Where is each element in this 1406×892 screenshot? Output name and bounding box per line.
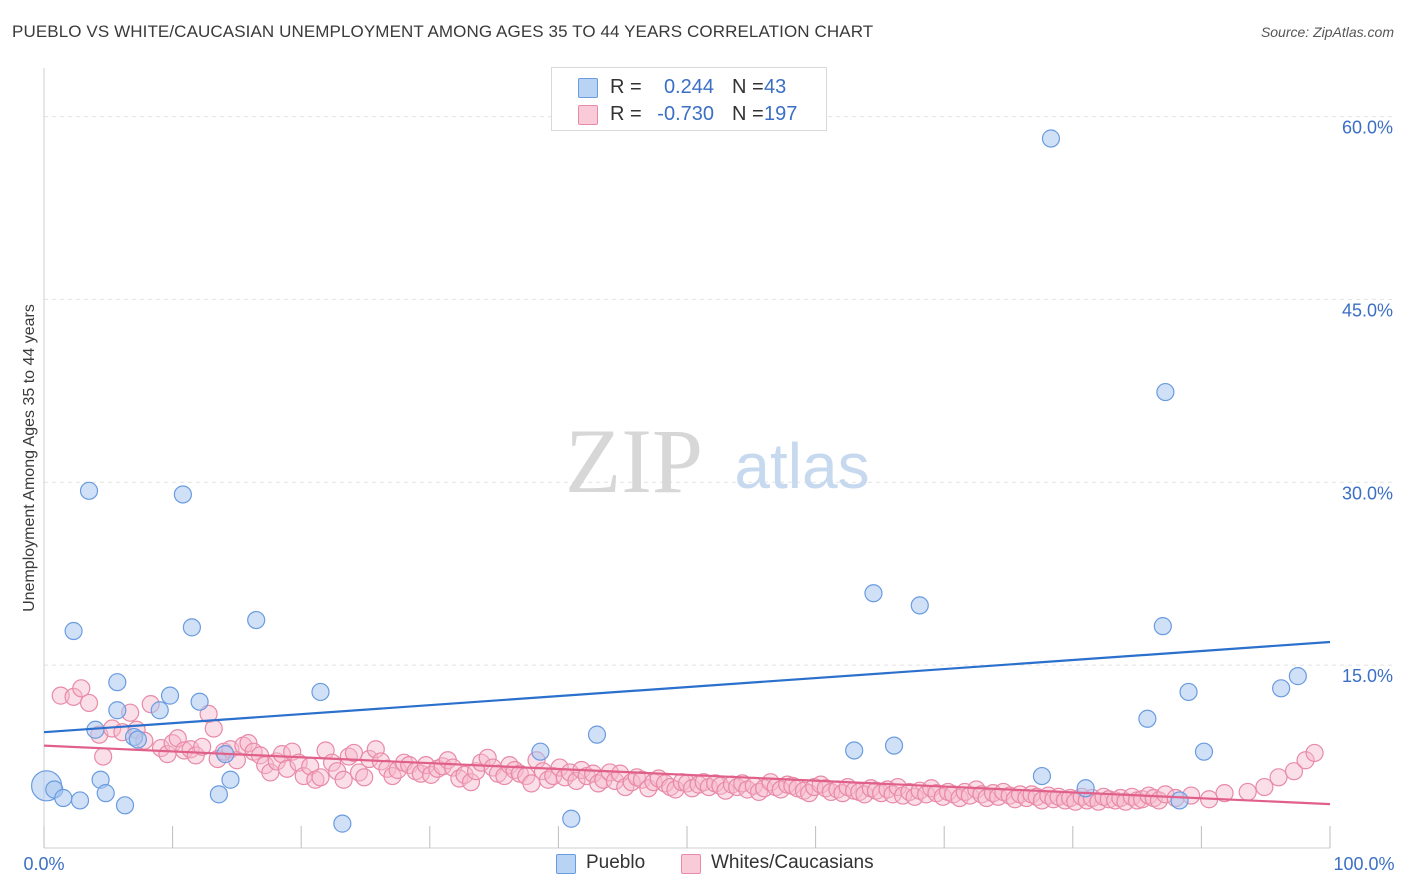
y-tick-label: 45.0% (1342, 300, 1393, 320)
watermark-atlas: atlas (734, 430, 869, 502)
white-point (888, 777, 908, 797)
pueblo-point (845, 741, 864, 760)
pueblo-point (587, 725, 607, 744)
white-point (344, 743, 364, 763)
white-swatch (681, 854, 701, 874)
x-tick-label: 100.0% (1333, 854, 1394, 874)
pueblo-point (884, 736, 904, 755)
source-label: Source: ZipAtlas.com (1260, 24, 1394, 40)
white-point (239, 734, 258, 753)
white-point (1284, 762, 1304, 781)
white-swatch (578, 105, 598, 125)
white-point (1215, 784, 1234, 803)
pueblo-point (108, 701, 127, 720)
pueblo-point (150, 701, 169, 720)
white-point (51, 686, 70, 705)
pueblo-swatch (578, 78, 598, 98)
pueblo-point (209, 785, 228, 804)
pueblo-point (1032, 766, 1052, 786)
pueblo-point (1179, 682, 1198, 702)
white-point (193, 737, 212, 756)
y-axis-label: Unemployment Among Ages 35 to 44 years (21, 304, 38, 612)
white-point (175, 741, 194, 760)
white-point (355, 768, 374, 787)
white-point (94, 747, 113, 766)
legend-label-pueblo: Pueblo (586, 852, 646, 873)
white-point (204, 719, 223, 738)
white-point (1269, 768, 1288, 787)
r-value: 0.244 (663, 76, 714, 98)
pueblo-point (64, 621, 83, 641)
axes-layer (43, 68, 1331, 849)
white-point (72, 679, 91, 698)
n-label: N = (732, 103, 764, 125)
series-legend: Pueblo Whites/Caucasians (0, 852, 1406, 876)
white-point (1305, 743, 1324, 763)
pueblo-point (910, 596, 929, 615)
pueblo-point (54, 788, 73, 808)
tick-labels: 15.0% 30.0% 45.0% 60.0% 0.0% 100.0% (23, 118, 1394, 874)
watermark: ZIP atlas (565, 410, 870, 512)
pueblo-point (182, 618, 201, 637)
white-point (79, 693, 99, 713)
pueblo-point (1156, 382, 1175, 402)
pueblo-point (311, 682, 330, 702)
r-label: R = (610, 103, 642, 125)
pueblo-point (1194, 742, 1214, 761)
pueblo-point (1041, 129, 1061, 148)
pueblo-point (190, 692, 209, 711)
pueblo-point (160, 686, 180, 705)
grid-layer (44, 116, 1395, 666)
white-point (1255, 777, 1274, 797)
n-value: 197 (764, 103, 798, 125)
r-value: -0.730 (657, 103, 714, 125)
pueblo-point (115, 796, 135, 815)
y-tick-label: 60.0% (1342, 118, 1393, 138)
white-trend-line (43, 744, 1331, 806)
pueblo-point (562, 809, 581, 828)
pueblo-point (221, 770, 240, 789)
legend-row-pueblo: R = 0.244 N = 43 (552, 74, 826, 102)
watermark-zip: ZIP (565, 410, 703, 512)
pueblo-point (108, 673, 127, 692)
pueblo-point (1288, 667, 1307, 686)
pueblo-point (1272, 679, 1291, 698)
pueblo-point (1170, 791, 1189, 810)
r-label: R = (610, 76, 642, 98)
pueblo-point (1138, 709, 1157, 728)
pueblo-point (128, 730, 147, 749)
n-value: 43 (764, 76, 787, 98)
white-point (349, 763, 369, 782)
x-tick-label: 0.0% (23, 854, 64, 874)
pueblo-point (333, 814, 352, 833)
white-point (277, 759, 297, 778)
pueblo-point (96, 784, 115, 803)
pueblo-point (1153, 617, 1172, 636)
pueblo-point (79, 481, 99, 500)
white-point (334, 770, 353, 789)
white-point (1238, 782, 1257, 802)
chart-title: PUEBLO VS WHITE/CAUCASIAN UNEMPLOYMENT A… (12, 22, 874, 41)
pueblo-point (864, 584, 883, 603)
white-point (311, 768, 330, 787)
pueblo-point (173, 485, 192, 504)
legend-row-white: R = -0.730 N = 197 (552, 101, 826, 129)
white-point (461, 773, 481, 792)
pueblo-point (247, 610, 266, 630)
white-point (550, 758, 569, 777)
legend-label-white: Whites/Caucasians (711, 852, 874, 873)
pueblo-swatch (556, 854, 576, 874)
pueblo-trend-line (43, 640, 1331, 734)
white-point (455, 765, 474, 784)
y-tick-label: 30.0% (1342, 483, 1393, 503)
white-point (567, 771, 586, 791)
series-whites-caucasians (51, 679, 1324, 811)
n-label: N = (732, 76, 764, 98)
pueblo-point (70, 791, 90, 810)
correlation-legend: R = 0.244 N = 43 R = -0.730 N = 197 (551, 67, 827, 131)
trend-lines (43, 640, 1331, 806)
pueblo-point (531, 742, 550, 761)
y-tick-label: 15.0% (1342, 666, 1393, 686)
